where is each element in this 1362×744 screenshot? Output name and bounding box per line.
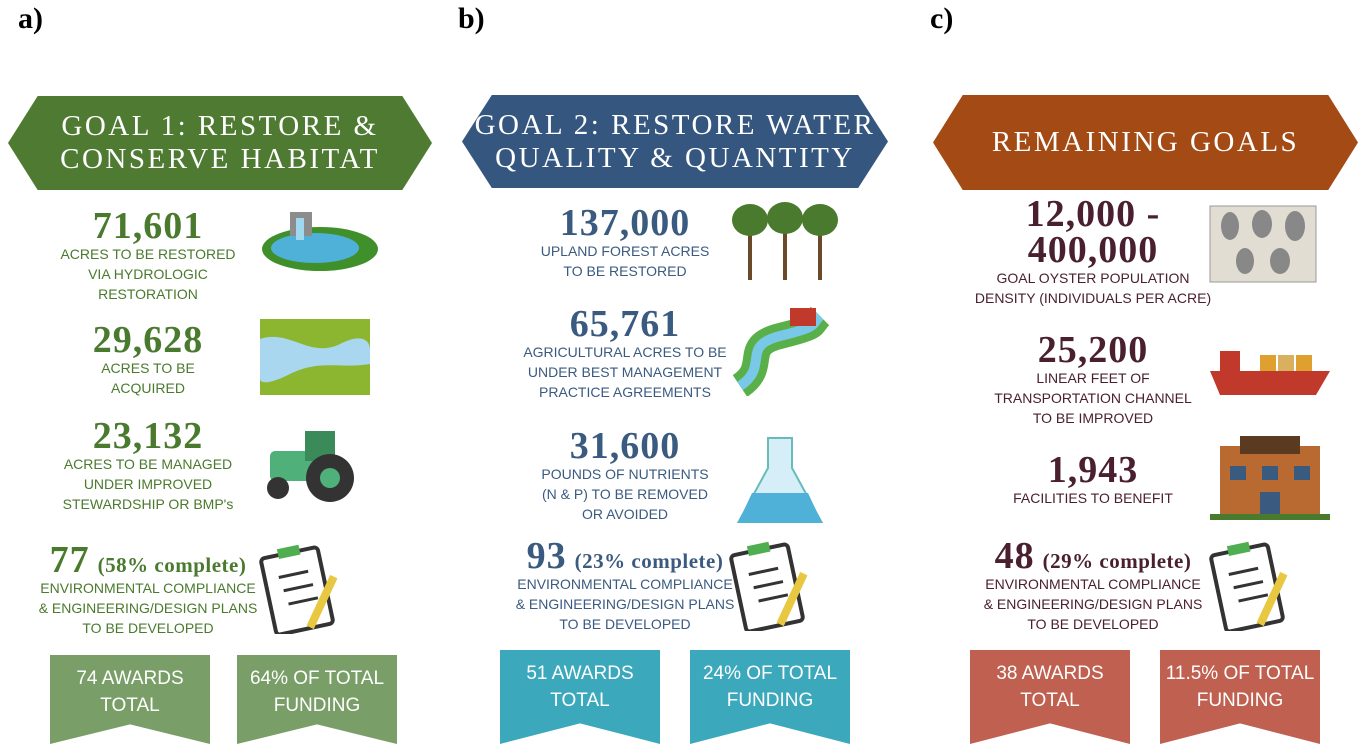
stat-description: GOAL OYSTER POPULATION (933, 268, 1253, 288)
icon-shape (1211, 544, 1284, 631)
icon-shape (1220, 351, 1240, 371)
icon-shape (320, 468, 340, 488)
goal-title-line: GOAL 2: RESTORE WATER (475, 109, 876, 142)
icon-shape (802, 204, 838, 236)
pond-icon (258, 202, 382, 294)
map-icon (258, 317, 382, 409)
trees-icon (728, 198, 852, 290)
icon-shape (261, 547, 334, 634)
stat-number: 12,000 - (933, 196, 1253, 232)
icon-shape (1221, 212, 1239, 240)
goal-title-line: QUALITY & QUANTITY (495, 142, 855, 175)
stat-banner: 51 AWARDSTOTAL (500, 650, 660, 744)
panel-label: b) (458, 2, 485, 36)
banner-text: TOTAL (550, 687, 609, 714)
compliance-row: 48 (29% complete) (933, 538, 1253, 574)
stat-description: FACILITIES TO BENEFIT (933, 488, 1253, 508)
banner-text: 24% OF TOTAL (703, 660, 837, 687)
goal-title-line: REMAINING GOALS (992, 126, 1299, 159)
clip-icon (258, 542, 382, 634)
banner-text: 38 AWARDS (996, 660, 1103, 687)
compliance-number: 48 (995, 535, 1035, 577)
icon-shape (1230, 466, 1246, 480)
banner-text: 11.5% OF TOTAL (1166, 660, 1315, 687)
stat-number: 25,200 (933, 332, 1253, 368)
icon-shape (1262, 466, 1278, 480)
icon-shape (267, 477, 289, 499)
icon-shape (1294, 466, 1310, 480)
icon-shape (1210, 371, 1330, 395)
goal-header: REMAINING GOALS (933, 95, 1358, 190)
stat-description: TO BE IMPROVED (933, 408, 1253, 428)
icon-shape (1260, 492, 1280, 516)
icon-shape (1236, 248, 1254, 274)
icon-shape (296, 218, 304, 240)
icon-shape (1252, 210, 1272, 238)
compliance-number: 77 (50, 539, 90, 581)
icon-shape (1270, 248, 1290, 274)
goal-title-line: GOAL 1: RESTORE & (61, 110, 378, 143)
banner-text: TOTAL (100, 692, 159, 719)
banner-text: 74 AWARDS (76, 665, 183, 692)
stat-number: 400,000 (933, 232, 1253, 268)
compliance-percent: (29% complete) (1043, 549, 1192, 573)
banner-text: FUNDING (1197, 687, 1284, 714)
compliance-percent: (58% complete) (98, 553, 247, 577)
banner-text: FUNDING (727, 687, 814, 714)
clip-icon (1208, 539, 1332, 631)
icon-shape (738, 493, 822, 523)
river-icon (728, 304, 852, 396)
compliance-percent: (23% complete) (575, 549, 724, 573)
icon-shape (1260, 355, 1276, 371)
banner-text: FUNDING (274, 692, 361, 719)
infographic: a)GOAL 1: RESTORE &CONSERVE HABITAT71,60… (0, 0, 1362, 744)
banner-text: TOTAL (1020, 687, 1079, 714)
icon-shape (732, 204, 768, 236)
banner-text: 51 AWARDS (526, 660, 633, 687)
compliance-description: & ENGINEERING/DESIGN PLANS (933, 594, 1253, 614)
icon-shape (1285, 211, 1305, 241)
stat-number: 1,943 (933, 452, 1253, 488)
banner-text: 64% OF TOTAL (250, 665, 384, 692)
clip-icon (728, 539, 852, 631)
compliance-number: 93 (527, 535, 567, 577)
icon-shape (271, 233, 359, 263)
icon-shape (1296, 355, 1312, 371)
oyster-icon (1208, 204, 1332, 296)
ship-icon (1208, 329, 1332, 421)
icon-shape (1278, 355, 1294, 371)
compliance-description: ENVIRONMENTAL COMPLIANCE (933, 574, 1253, 594)
panel-label: c) (930, 2, 953, 36)
icon-shape (731, 544, 804, 631)
icon-shape (790, 308, 816, 326)
icon-shape (1240, 436, 1300, 454)
icon-shape (767, 202, 803, 234)
panel-label: a) (18, 2, 43, 36)
stat-description: TRANSPORTATION CHANNEL (933, 388, 1253, 408)
flask-icon (728, 431, 852, 523)
stat-description: DENSITY (INDIVIDUALS PER ACRE) (933, 288, 1253, 308)
goal-title-line: CONSERVE HABITAT (60, 143, 380, 176)
compliance-description: TO BE DEVELOPED (933, 614, 1253, 634)
tractor-icon (258, 424, 382, 516)
compliance-block: 48 (29% complete)ENVIRONMENTAL COMPLIANCE… (933, 538, 1253, 634)
stat-description: LINEAR FEET OF (933, 368, 1253, 388)
icon-shape (1210, 514, 1330, 520)
goal-header: GOAL 1: RESTORE &CONSERVE HABITAT (8, 96, 432, 190)
library-icon (1208, 434, 1332, 526)
